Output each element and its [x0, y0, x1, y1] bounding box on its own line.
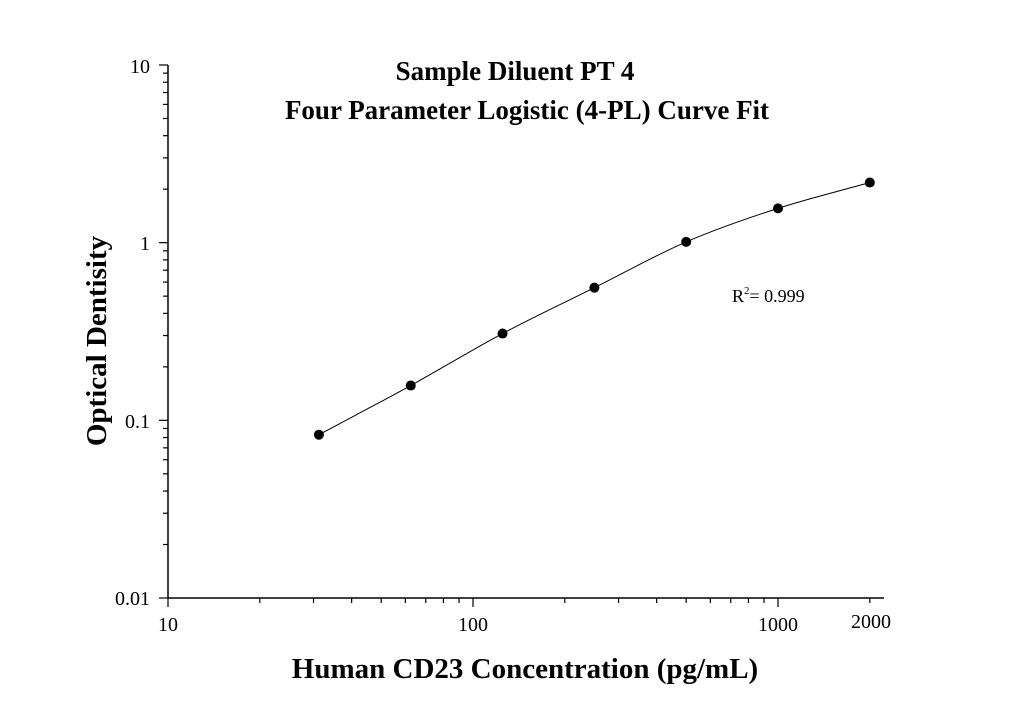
data-point: [405, 380, 416, 391]
y-tick-label-0-1: 0.1: [125, 411, 150, 433]
y-tick-label-10: 10: [130, 56, 150, 78]
x-tick-label-100: 100: [458, 614, 488, 636]
x-axis-ticks: [167, 598, 871, 607]
y-tick-label-0-01: 0.01: [115, 588, 150, 610]
data-point: [864, 177, 875, 188]
y-axis-title: Optical Dentisity: [81, 235, 113, 446]
r-label: R: [732, 286, 744, 306]
data-point: [773, 203, 783, 214]
data-point: [497, 328, 508, 339]
data-point: [313, 429, 324, 440]
r-superscript: 2: [744, 285, 750, 297]
r-squared-annotation: R2= 0.999: [732, 285, 805, 306]
data-point: [589, 282, 600, 293]
x-tick-label-2000: 2000: [851, 611, 891, 633]
x-tick-label-10: 10: [158, 614, 178, 636]
chart-subtitle: Four Parameter Logistic (4-PL) Curve Fit: [285, 95, 769, 125]
y-tick-label-1: 1: [140, 233, 150, 255]
data-points: [313, 177, 875, 440]
chart-title: Sample Diluent PT 4: [396, 56, 635, 86]
y-axis-ticks: [159, 64, 168, 599]
fit-curve-line: [318, 182, 870, 436]
x-axis-title: Human CD23 Concentration (pg/mL): [292, 653, 758, 685]
data-point: [681, 236, 692, 247]
x-tick-label-1000: 1000: [758, 614, 798, 636]
r-value: = 0.999: [750, 286, 805, 306]
